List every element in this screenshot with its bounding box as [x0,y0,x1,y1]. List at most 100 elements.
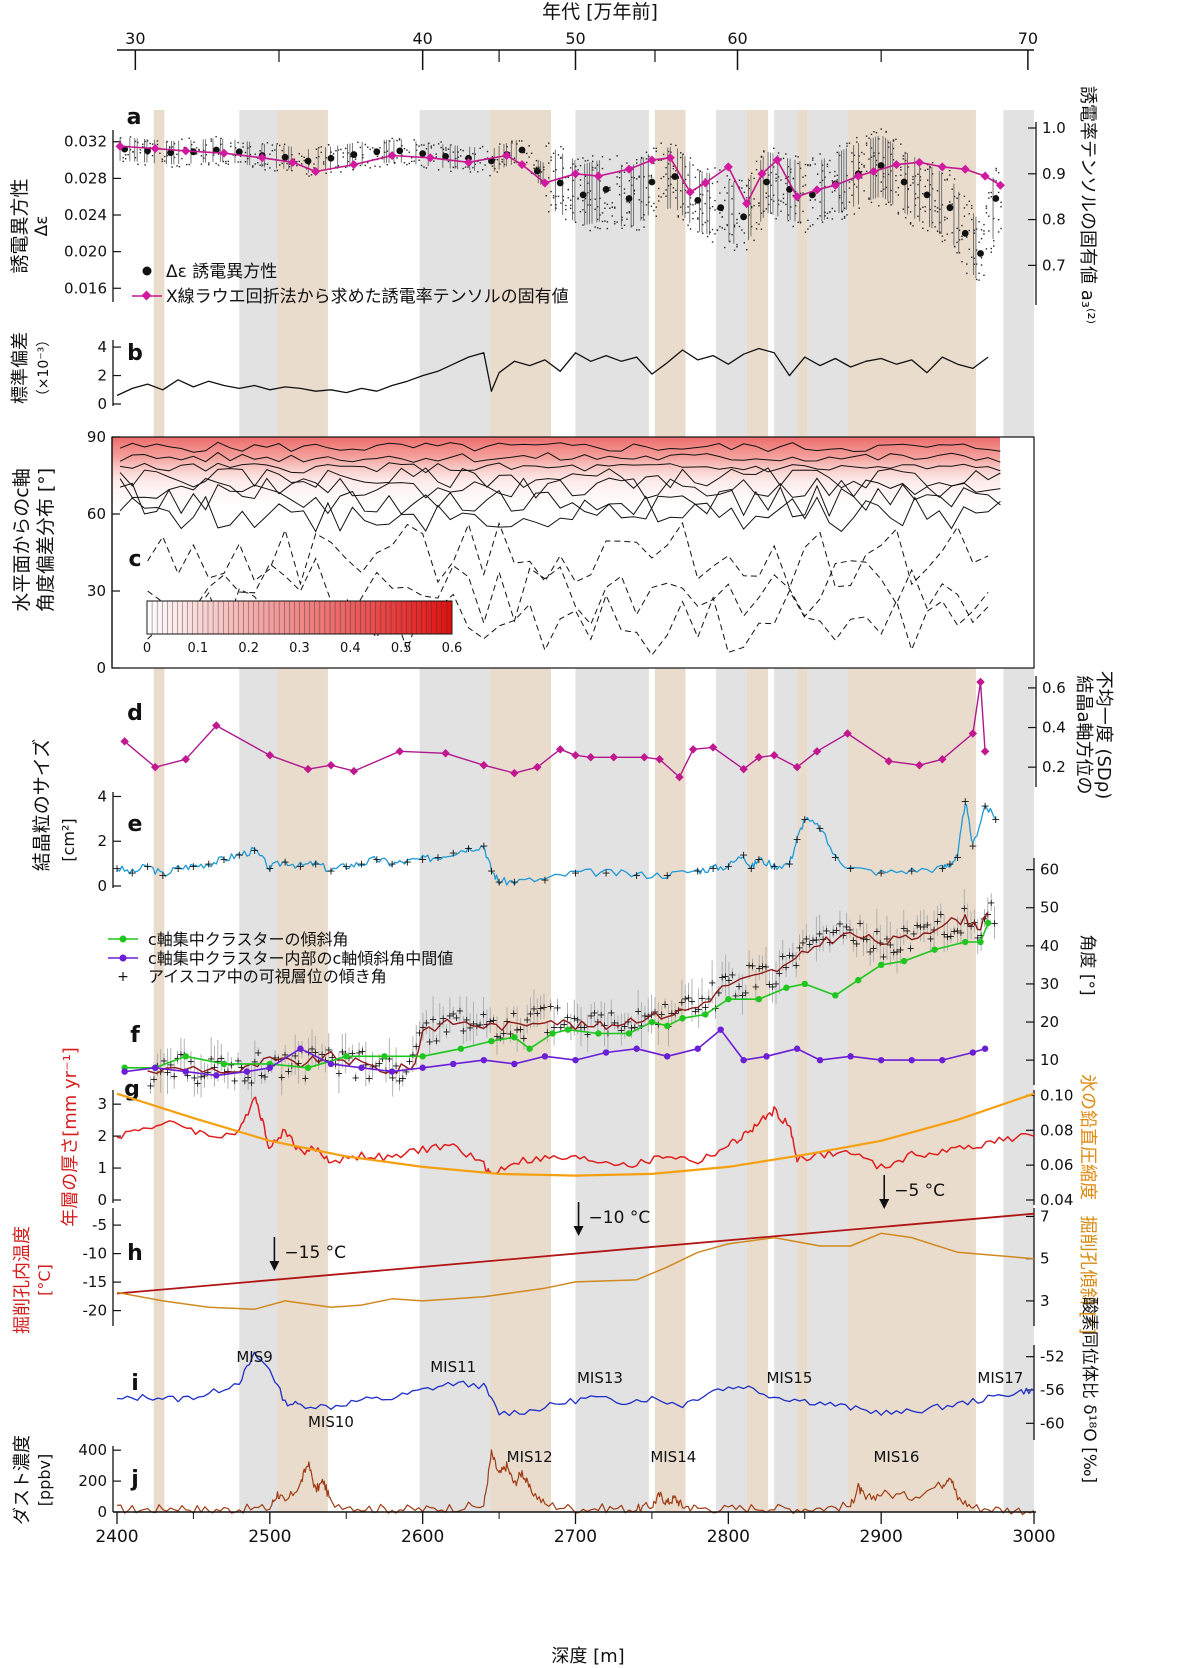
a-small-dot [966,204,968,206]
f-layer-point: + [896,945,904,956]
panel-label-d: d [127,701,143,726]
d-right-axis-tick-label: 0.2 [1042,758,1066,776]
a-small-dot [288,165,291,168]
a-small-dot [276,143,278,145]
f-layer-point: + [826,937,834,948]
a-small-dot [249,146,252,148]
a-small-dot [264,169,266,171]
a-small-dot [601,220,604,223]
a-small-dot [831,191,834,193]
d-sd-point [675,772,684,782]
d-sd-point [812,747,822,756]
a-left-axis-tick-label: 0.028 [64,169,107,187]
h-ylabel-left: 掘削孔内温度 [12,1226,33,1334]
a-small-dot [655,147,657,150]
a-small-dot [997,218,1000,221]
a-small-dot [672,165,675,167]
e-grain-size-marker: + [800,813,809,826]
a-small-dot [667,185,670,187]
a-small-dot [724,186,726,189]
a-small-dot [860,151,863,154]
a-small-dot [633,189,635,191]
a-small-dot [545,195,547,197]
a-small-dot [252,166,254,168]
f-layer-point: + [570,1014,578,1025]
a-small-dot [188,137,190,139]
a-small-dot [958,229,961,231]
e-grain-size-marker: + [372,853,381,866]
a-small-dot [425,167,428,169]
a-legend-marker-diamond [141,290,152,301]
f-legend-label-gray: アイスコア中の可視層位の傾き角 [148,967,387,986]
a-delta-epsilon-point [923,191,931,199]
f-cluster-tilt-point [526,1045,533,1052]
a-small-dot [364,143,366,146]
e-grain-size-marker: + [510,876,519,889]
a-small-dot [897,194,900,196]
a-small-dot [831,180,834,182]
e-grain-size-marker: + [754,853,763,866]
a-small-dot [567,197,569,199]
a-small-dot [851,152,853,154]
i-mis-label: MIS12 [507,1448,553,1466]
e-grain-size-marker: + [311,858,320,871]
a-right-axis-tick-label: 1.0 [1042,119,1066,137]
f-right-axis-tick-label: 20 [1040,1013,1059,1031]
a-small-dot [636,158,638,161]
a-small-dot [834,170,836,173]
d-sd-point [395,747,404,756]
f-layer-point: + [365,1073,373,1084]
a-small-dot [621,216,623,219]
a-small-dot [777,176,780,178]
a-small-dot [621,227,623,230]
a-small-dot [574,221,577,223]
a-small-dot [753,239,755,242]
f-layer-point: + [536,1004,544,1015]
a-small-dot [437,169,440,171]
f-layer-point: + [399,1073,407,1084]
a-small-dot [941,235,944,237]
e-grain-size-marker: + [219,853,228,866]
f-layer-point: + [584,1029,592,1040]
a-small-dot [985,248,988,250]
a-small-dot [995,167,997,170]
a-small-dot [459,155,462,157]
a-small-dot [917,196,919,199]
a-small-dot [266,163,269,166]
a-small-dot [892,147,895,150]
f-layer-point: + [486,1016,494,1027]
f-layer-point: + [210,1062,218,1073]
a-small-dot [897,186,900,189]
a-small-dot [530,152,533,155]
a-small-dot [846,214,848,216]
f-cluster-tilt-point [801,980,808,988]
a-small-dot [249,153,252,156]
a-small-dot [748,179,750,182]
f-layer-point: + [789,951,797,962]
f-layer-point: + [940,929,948,940]
a-small-dot [616,183,618,185]
a-small-dot [706,168,709,170]
f-layer-point: + [247,1078,255,1089]
a-eigenvalue-point [723,162,733,172]
a-small-dot [640,156,643,159]
a-small-dot [905,173,907,175]
h-right-axis-tick-label: 7 [1040,1207,1050,1225]
a-small-dot [846,145,848,147]
e-grain-size-marker: + [953,851,962,864]
a-small-dot [464,166,467,168]
band-glacial-gray [1003,110,1034,1512]
f-layer-point: + [422,1018,430,1029]
f-layer-point: + [869,943,877,954]
a-small-dot [601,156,604,158]
f-layer-point: + [479,1009,487,1020]
a-small-dot [261,143,264,145]
a-small-dot [501,158,503,161]
depth-tick-label: 2600 [401,1527,444,1547]
a-small-dot [936,230,939,232]
panel-label-b: b [127,341,143,366]
a-small-dot [716,181,719,183]
a-small-dot [291,169,293,172]
f-layer-point: + [160,1056,168,1067]
a-small-dot [772,200,775,202]
